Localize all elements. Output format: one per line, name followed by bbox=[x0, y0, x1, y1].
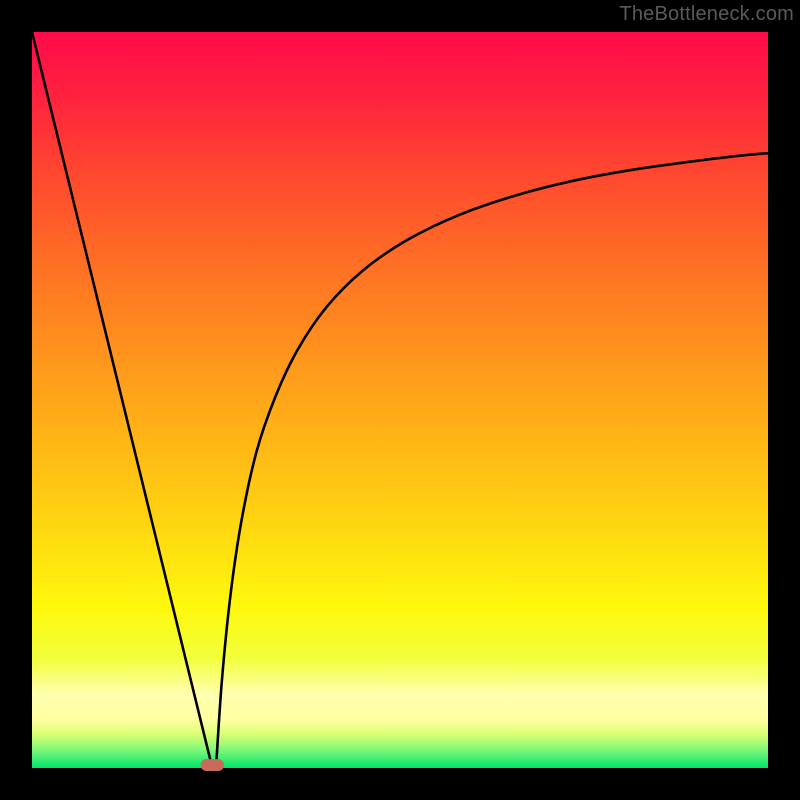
bottleneck-chart bbox=[0, 0, 800, 800]
gradient-background bbox=[32, 32, 768, 768]
optimal-marker bbox=[201, 759, 225, 771]
attribution-text: TheBottleneck.com bbox=[619, 3, 794, 26]
chart-container: TheBottleneck.com bbox=[0, 0, 800, 800]
